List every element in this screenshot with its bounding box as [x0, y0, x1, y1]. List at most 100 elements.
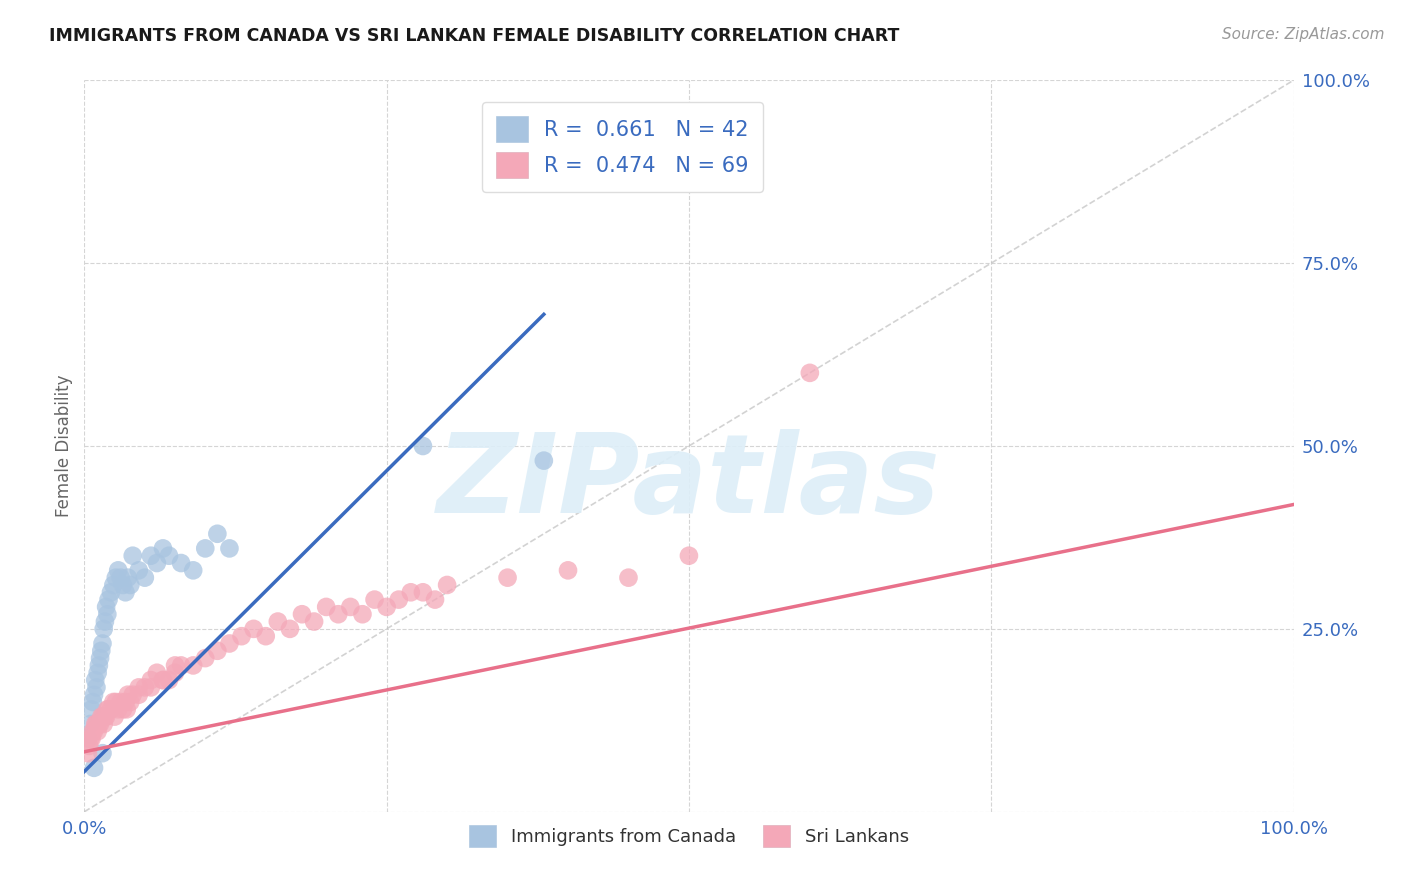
- Point: [93, 622, 115, 636]
- Point: [139, 673, 162, 687]
- Point: [96, 607, 118, 622]
- Point: [94, 709, 117, 723]
- Point: [83, 688, 105, 702]
- Point: [91, 636, 114, 650]
- Point: [399, 585, 422, 599]
- Point: [100, 585, 122, 599]
- Point: [104, 571, 127, 585]
- Point: [90, 709, 112, 723]
- Point: [121, 688, 143, 702]
- Point: [170, 658, 193, 673]
- Point: [207, 526, 229, 541]
- Point: [91, 746, 114, 760]
- Point: [107, 702, 129, 716]
- Point: [152, 673, 174, 687]
- Point: [120, 695, 142, 709]
- Point: [100, 702, 122, 716]
- Point: [617, 571, 640, 585]
- Point: [103, 695, 125, 709]
- Point: [90, 644, 112, 658]
- Point: [110, 571, 132, 585]
- Point: [165, 665, 187, 680]
- Point: [86, 681, 108, 695]
- Point: [97, 702, 120, 716]
- Point: [139, 549, 162, 563]
- Point: [146, 556, 169, 570]
- Point: [134, 571, 156, 585]
- Point: [799, 366, 821, 380]
- Point: [328, 607, 350, 622]
- Point: [82, 695, 104, 709]
- Point: [82, 724, 104, 739]
- Point: [128, 688, 150, 702]
- Point: [557, 563, 579, 577]
- Point: [388, 592, 411, 607]
- Point: [110, 695, 132, 709]
- Point: [278, 622, 301, 636]
- Point: [134, 681, 156, 695]
- Point: [412, 585, 434, 599]
- Point: [218, 541, 240, 556]
- Point: [114, 695, 136, 709]
- Point: [352, 607, 374, 622]
- Point: [218, 636, 240, 650]
- Point: [157, 549, 180, 563]
- Point: [79, 717, 101, 731]
- Point: [93, 717, 115, 731]
- Y-axis label: Female Disability: Female Disability: [55, 375, 73, 517]
- Point: [181, 658, 204, 673]
- Point: [79, 731, 101, 746]
- Point: [363, 592, 385, 607]
- Point: [117, 688, 139, 702]
- Point: [165, 658, 187, 673]
- Point: [86, 724, 108, 739]
- Point: [97, 592, 120, 607]
- Point: [77, 746, 100, 760]
- Point: [436, 578, 458, 592]
- Text: Source: ZipAtlas.com: Source: ZipAtlas.com: [1222, 27, 1385, 42]
- Point: [104, 695, 127, 709]
- Point: [678, 549, 700, 563]
- Point: [152, 541, 174, 556]
- Point: [80, 702, 103, 716]
- Point: [181, 563, 204, 577]
- Point: [139, 681, 162, 695]
- Point: [375, 599, 398, 614]
- Point: [115, 702, 138, 716]
- Point: [146, 665, 169, 680]
- Point: [533, 453, 555, 467]
- Point: [86, 665, 108, 680]
- Point: [83, 724, 105, 739]
- Point: [423, 592, 446, 607]
- Point: [157, 673, 180, 687]
- Point: [496, 571, 519, 585]
- Point: [104, 709, 127, 723]
- Point: [302, 615, 325, 629]
- Point: [412, 439, 434, 453]
- Point: [121, 549, 143, 563]
- Legend: Immigrants from Canada, Sri Lankans: Immigrants from Canada, Sri Lankans: [463, 817, 915, 854]
- Point: [117, 571, 139, 585]
- Point: [315, 599, 337, 614]
- Point: [231, 629, 253, 643]
- Point: [254, 629, 277, 643]
- Point: [107, 563, 129, 577]
- Point: [84, 673, 107, 687]
- Point: [83, 761, 105, 775]
- Point: [114, 585, 136, 599]
- Point: [152, 673, 174, 687]
- Point: [112, 702, 135, 716]
- Point: [94, 615, 117, 629]
- Point: [291, 607, 314, 622]
- Text: ZIPatlas: ZIPatlas: [437, 429, 941, 536]
- Point: [89, 717, 111, 731]
- Point: [77, 731, 100, 746]
- Point: [207, 644, 229, 658]
- Point: [194, 541, 217, 556]
- Point: [84, 717, 107, 731]
- Point: [103, 578, 125, 592]
- Point: [87, 658, 110, 673]
- Text: IMMIGRANTS FROM CANADA VS SRI LANKAN FEMALE DISABILITY CORRELATION CHART: IMMIGRANTS FROM CANADA VS SRI LANKAN FEM…: [49, 27, 900, 45]
- Point: [94, 709, 117, 723]
- Point: [267, 615, 290, 629]
